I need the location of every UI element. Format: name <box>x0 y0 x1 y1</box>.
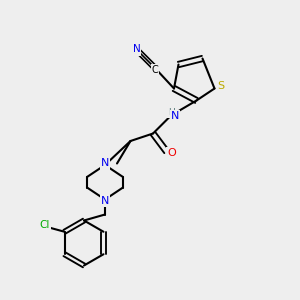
Text: Cl: Cl <box>39 220 50 230</box>
Text: N: N <box>133 44 140 55</box>
Text: N: N <box>101 196 109 206</box>
Text: O: O <box>167 148 176 158</box>
Text: N: N <box>171 111 179 122</box>
Text: H: H <box>168 108 175 117</box>
Text: C: C <box>152 65 158 75</box>
Text: N: N <box>101 158 109 169</box>
Text: S: S <box>218 81 225 91</box>
